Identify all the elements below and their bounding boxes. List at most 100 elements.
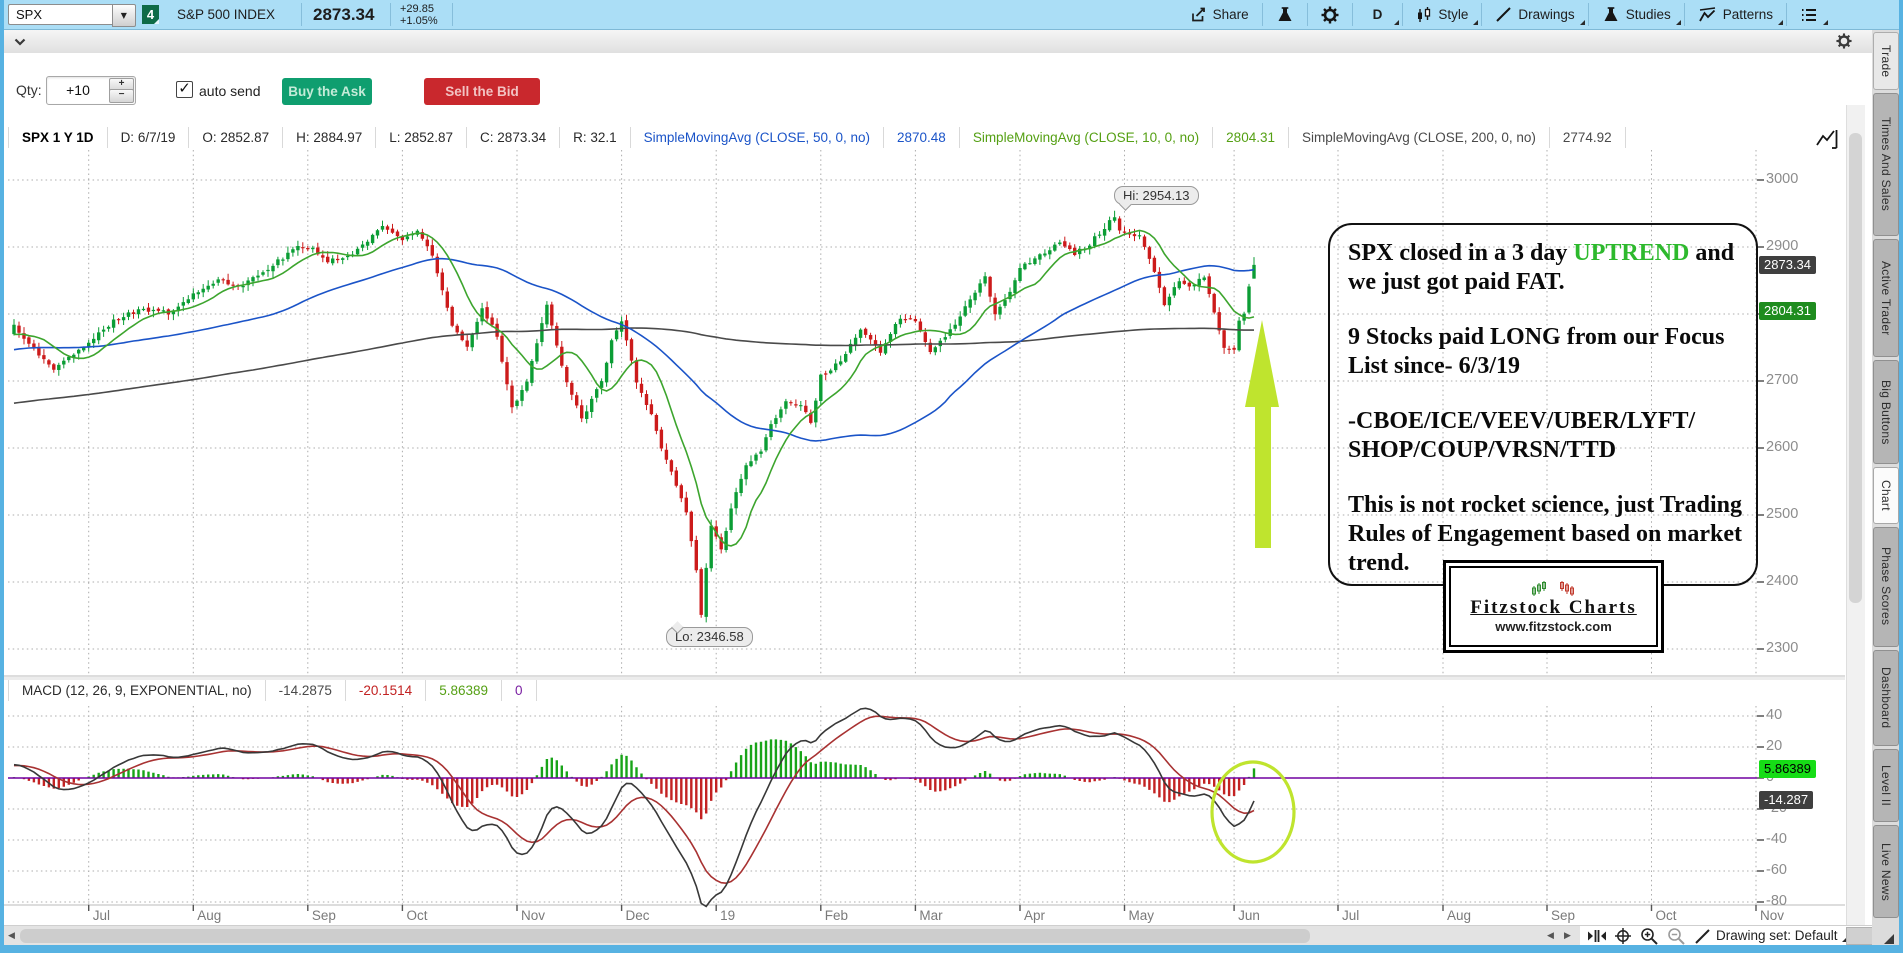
zoom-out-button[interactable] [1665,927,1687,945]
macd-value-badge: -14.287 [1759,791,1814,810]
sidebar-tab-dashboard[interactable]: Dashboard [1873,649,1899,746]
symbol-combo[interactable]: SPX ▼ [8,4,136,27]
sidebar-tab-trade[interactable]: Trade [1873,32,1899,90]
price-header-cell-9: SimpleMovingAvg (CLOSE, 10, 0, no) [960,127,1214,148]
share-label: Share [1212,7,1249,22]
annotation-line-10: Rules of Engagement based on market [1348,520,1756,549]
pane-splitter [4,677,1845,680]
price-axis-label-2700: 2700 [1766,372,1799,388]
change-absolute: +29.85 [400,3,434,15]
style-button[interactable]: Style [1403,0,1481,29]
fit-chart-button[interactable] [1586,927,1608,945]
sma-200-line [13,327,1254,404]
symbol-input[interactable]: SPX [8,4,112,25]
auto-send-checkbox[interactable]: ✓ [176,81,193,98]
symbol-dropdown-button[interactable]: ▼ [111,4,136,27]
sidebar-tab-live-news[interactable]: Live News [1873,825,1899,918]
scroll-left-icon[interactable]: ◀ [8,931,15,941]
sell-the-bid-button[interactable]: Sell the Bid [424,78,540,105]
trade-note-textbox[interactable]: SPX closed in a 3 day UPTREND and we just… [1328,223,1758,586]
candle-style-icon [1418,6,1431,22]
macd-header-cell-1: -14.2875 [266,680,346,701]
bottom-toolbar: ◀ ◀ ▶ Drawing set: Default [4,925,1874,946]
price-header-cell-4: L: 2852.87 [376,127,468,148]
analyze-button[interactable] [1263,0,1307,29]
annotation-line-9: This is not rocket science, just Trading [1348,491,1756,520]
macd-axis-label--60: -60 [1766,862,1787,878]
quantity-stepper[interactable]: +10 + − [46,76,136,105]
sidebar-tab-active-trader[interactable]: Active Trader [1873,238,1899,358]
candle-bodies-down [17,218,1236,615]
patterns-button[interactable]: Patterns [1685,0,1786,29]
resize-grip[interactable] [1884,934,1894,944]
macd-axis-label--80: -80 [1766,893,1787,909]
drawing-set-selector[interactable]: Drawing set: Default [1716,926,1850,946]
time-axis-future-label-4: Nov [1760,908,1785,923]
macd-header: MACD (12, 26, 9, EXPONENTIAL, no) -14.287… [8,680,537,701]
annotation-text: Rules of Engagement based on market [1348,521,1742,547]
macd-header-cell-4: 0 [502,680,537,701]
fit-arrows-icon [1588,930,1606,942]
price-chart-header: SPX 1 Y 1D D: 6/7/19 O: 2852.87 H: 2884.97 L… [8,127,1626,148]
annotation-text: SHOP/COUP/VRSN/TTD [1348,437,1617,463]
annotation-line-0: SPX closed in a 3 day UPTREND and [1348,239,1756,268]
drawings-button[interactable]: Drawings [1482,0,1587,29]
flask-icon [1278,6,1292,21]
chart-menu-button[interactable] [1787,0,1831,29]
sidebar-tab-level-ii[interactable]: Level II [1873,748,1899,823]
share-button[interactable]: Share [1177,0,1262,29]
annotation-line-4: List since- 6/3/19 [1348,352,1756,381]
time-axis-label-4: Nov [520,908,545,923]
horizontal-scrollbar-thumb[interactable] [20,929,1310,943]
annotation-gap [1348,465,1756,491]
zoom-in-button[interactable] [1638,927,1660,945]
settings-button[interactable] [1308,0,1352,29]
horizontal-scrollbar[interactable]: ◀ ◀ ▶ [4,926,1580,946]
buy-the-ask-button[interactable]: Buy the Ask [282,78,372,105]
sma10-price-badge: 2804.31 [1759,302,1816,321]
link-number-badge[interactable]: 4 [142,5,159,24]
quantity-value[interactable]: +10 [66,82,90,98]
price-header-cell-10: 2804.31 [1213,127,1289,148]
sidebar-tab-big-buttons[interactable]: Big Buttons [1873,360,1899,465]
timeframe-button[interactable]: D [1353,0,1403,29]
panel-gear-icon[interactable] [1836,33,1852,49]
price-change: +29.85 +1.05% [400,3,438,27]
sidebar-tab-phase-scores[interactable]: Phase Scores [1873,526,1899,647]
time-axis-label-6: 19 [720,908,736,923]
price-axis-label-2900: 2900 [1766,238,1799,254]
fitzstock-logo: Fitzstock Charts www.fitzstock.com [1443,560,1664,653]
time-axis-future-label-2: Sep [1551,908,1576,923]
symbol-description: S&P 500 INDEX [177,7,276,22]
pattern-zigzag-icon [1698,7,1715,22]
crosshair-button[interactable] [1612,927,1634,945]
vertical-scrollbar-thumb[interactable] [1849,133,1862,603]
annotation-line-6: -CBOE/ICE/VEEV/UBER/LYFT/ [1348,407,1756,436]
pane-borders [4,675,1845,906]
low-price-callout: Lo: 2346.58 [666,621,753,647]
vertical-scrollbar[interactable] [1846,105,1865,925]
gadget-header-bar [4,29,1872,54]
macd-axis-label-20: 20 [1766,738,1783,754]
time-axis-future-label-3: Oct [1655,908,1677,923]
time-axis-label-10: May [1128,908,1155,923]
annotation-text: -CBOE/ICE/VEEV/UBER/LYFT/ [1348,408,1696,434]
macd-header-cell-2: -20.1514 [346,680,427,701]
line-tool-icon [1694,928,1710,944]
scroll-left-end-icon[interactable]: ◀ [1547,931,1554,941]
drawings-label: Drawings [1518,7,1575,22]
sidebar-tab-times-and-sales[interactable]: Times And Sales [1873,92,1899,236]
chart-mini-icon[interactable] [1816,129,1838,149]
sidebar-tab-chart[interactable]: Chart [1873,467,1899,524]
axis-ticks [88,179,1764,911]
price-axis-label-2500: 2500 [1766,506,1799,522]
scroll-right-end-icon[interactable]: ▶ [1564,931,1571,941]
list-icon [1802,8,1816,21]
right-sidebar-tabs: Trade Times And Sales Active Trader Big But… [1872,29,1899,945]
studies-button[interactable]: Studies [1589,0,1684,29]
qty-decrement-button[interactable]: − [109,89,134,103]
draw-line-button[interactable] [1691,927,1713,945]
collapse-chevron-icon[interactable] [14,38,26,46]
sma-10-line [13,229,1255,547]
